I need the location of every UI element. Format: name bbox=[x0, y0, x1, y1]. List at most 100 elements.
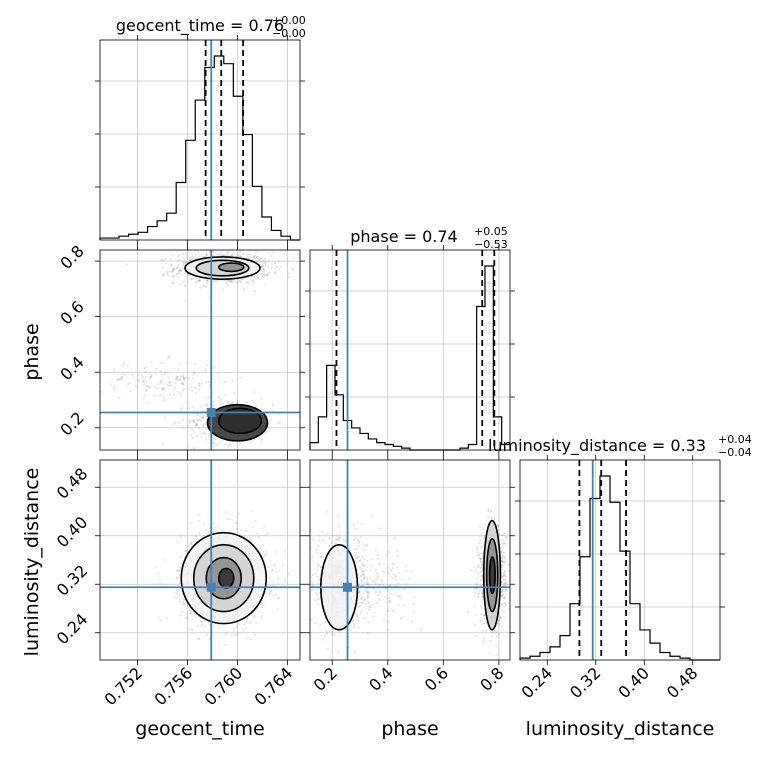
sample-point bbox=[332, 634, 335, 637]
sample-point bbox=[200, 255, 204, 258]
sample-point bbox=[172, 274, 175, 278]
sample-point bbox=[189, 421, 192, 424]
sample-point bbox=[272, 584, 275, 587]
sample-point bbox=[508, 608, 510, 611]
sample-point bbox=[260, 615, 263, 618]
sample-point bbox=[196, 425, 199, 428]
sample-point bbox=[180, 562, 183, 565]
sample-point bbox=[479, 566, 482, 569]
sample-point bbox=[179, 614, 182, 617]
sample-point bbox=[207, 381, 210, 384]
sample-point bbox=[262, 275, 265, 278]
sample-point bbox=[194, 387, 197, 390]
sample-point bbox=[359, 559, 362, 562]
sample-point bbox=[185, 549, 188, 553]
sample-point bbox=[244, 530, 247, 533]
sample-point bbox=[357, 556, 360, 559]
sample-point bbox=[502, 593, 505, 596]
sample-point bbox=[163, 417, 166, 420]
sample-point bbox=[215, 444, 218, 447]
sample-point bbox=[467, 611, 470, 614]
sample-point bbox=[367, 582, 370, 586]
sample-point bbox=[215, 280, 218, 283]
contour-line bbox=[206, 403, 269, 442]
sample-point bbox=[176, 376, 179, 379]
sample-point bbox=[498, 615, 502, 619]
sample-point bbox=[176, 576, 179, 579]
sample-point bbox=[161, 443, 164, 446]
sample-point bbox=[502, 542, 505, 545]
sample-point bbox=[159, 582, 162, 585]
sample-point bbox=[503, 595, 506, 599]
sample-point bbox=[180, 273, 183, 276]
sample-point bbox=[367, 600, 370, 603]
sample-point bbox=[400, 594, 403, 597]
sample-point bbox=[224, 394, 227, 397]
sample-point bbox=[141, 380, 145, 383]
sample-point bbox=[226, 518, 229, 521]
sample-point bbox=[109, 383, 112, 386]
hist-panel-geocent-time bbox=[95, 35, 305, 245]
sample-point bbox=[502, 546, 505, 549]
sample-point bbox=[185, 277, 188, 281]
sample-point bbox=[503, 569, 507, 573]
sample-point bbox=[482, 617, 485, 620]
sample-point bbox=[196, 251, 199, 254]
sample-point bbox=[292, 268, 295, 271]
sample-point bbox=[278, 268, 281, 271]
sample-point bbox=[197, 414, 200, 417]
sample-point bbox=[476, 596, 479, 599]
sample-point bbox=[273, 262, 277, 265]
sample-point bbox=[292, 553, 294, 555]
sample-point bbox=[317, 575, 320, 579]
sample-point bbox=[377, 563, 381, 567]
sample-point bbox=[502, 575, 505, 578]
sample-point bbox=[187, 419, 190, 422]
sample-point bbox=[272, 563, 275, 566]
sample-point bbox=[478, 525, 482, 528]
sample-point bbox=[230, 634, 233, 637]
sample-point bbox=[193, 446, 196, 450]
sample-point bbox=[201, 423, 204, 426]
sample-point bbox=[366, 595, 369, 598]
xlabel-luminosity-distance: luminosity_distance bbox=[526, 718, 715, 740]
sample-point bbox=[240, 255, 243, 258]
sample-point bbox=[121, 375, 124, 378]
sample-point bbox=[175, 273, 178, 276]
sample-point bbox=[242, 623, 245, 626]
sample-point bbox=[487, 508, 490, 511]
sample-point bbox=[249, 253, 252, 256]
sample-point bbox=[397, 603, 400, 606]
sample-point bbox=[190, 541, 193, 544]
sample-point bbox=[256, 256, 259, 259]
density-shading bbox=[180, 531, 268, 625]
sample-point bbox=[148, 385, 151, 388]
title-luminosity-distance-plus: +0.04 bbox=[718, 433, 752, 446]
sample-point bbox=[178, 254, 181, 257]
sample-point bbox=[385, 602, 388, 605]
sample-point bbox=[474, 582, 477, 586]
sample-point bbox=[252, 611, 255, 614]
sample-point bbox=[394, 575, 397, 578]
sample-point bbox=[271, 262, 274, 266]
sample-point bbox=[173, 596, 176, 599]
sample-point bbox=[482, 629, 485, 632]
sample-point bbox=[399, 617, 402, 620]
sample-point bbox=[260, 397, 263, 400]
sample-point bbox=[316, 551, 319, 554]
sample-point bbox=[274, 264, 277, 267]
sample-point bbox=[255, 621, 258, 625]
sample-point bbox=[264, 257, 267, 261]
sample-point bbox=[171, 270, 174, 273]
sample-point bbox=[176, 267, 179, 270]
sample-point bbox=[167, 270, 170, 273]
sample-point bbox=[203, 431, 206, 434]
sample-point bbox=[504, 582, 507, 585]
sample-point bbox=[477, 592, 480, 595]
sample-point bbox=[314, 591, 317, 595]
sample-point bbox=[276, 265, 279, 268]
sample-point bbox=[212, 442, 216, 445]
sample-point bbox=[161, 386, 164, 389]
sample-point bbox=[503, 551, 506, 554]
panel-frame bbox=[519, 459, 721, 661]
